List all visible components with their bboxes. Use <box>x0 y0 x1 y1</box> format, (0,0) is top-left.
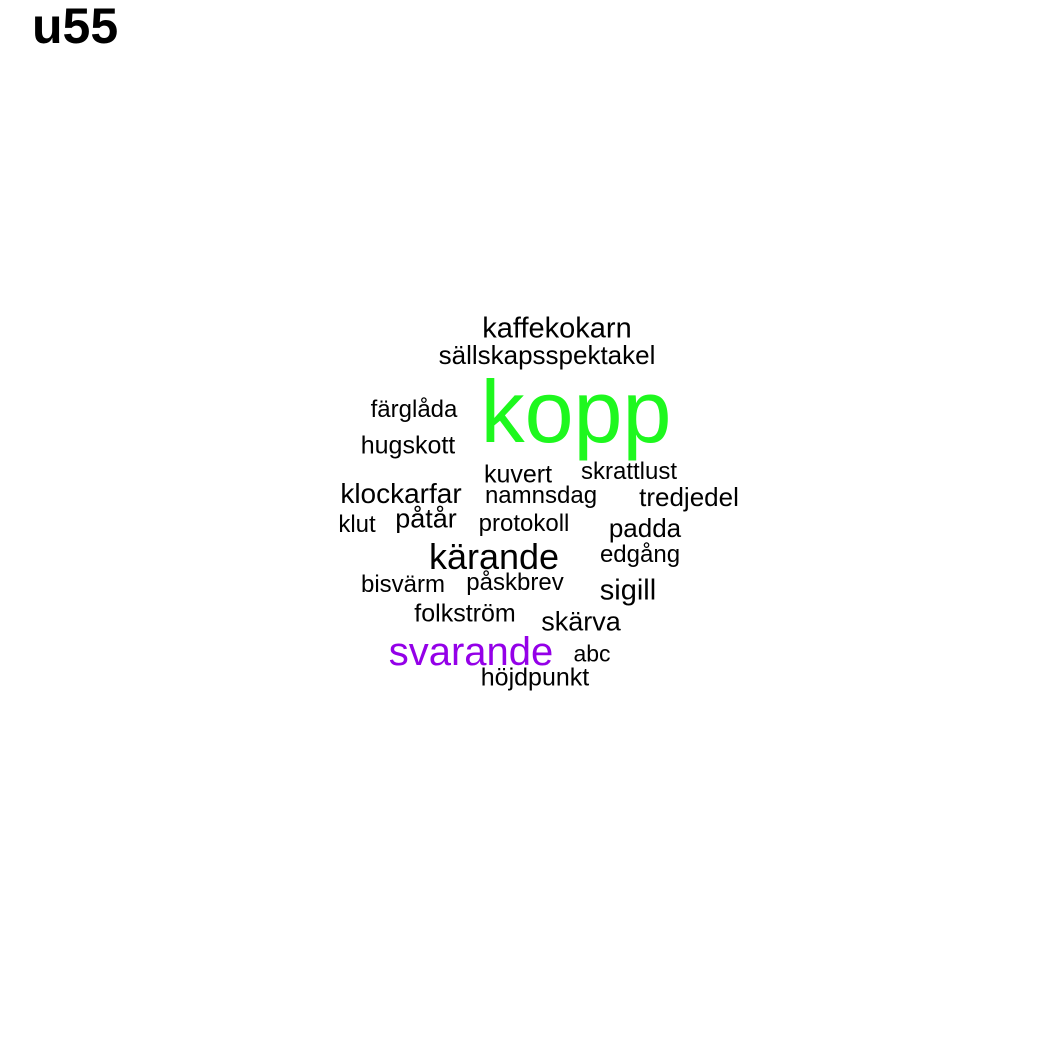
word-14: protokoll <box>478 510 570 537</box>
word-20: folkström <box>414 599 516 628</box>
word-10: namnsdag <box>484 482 598 509</box>
word-7: kuvert <box>483 460 553 489</box>
word-21: skärva <box>541 606 621 637</box>
word-15: padda <box>608 513 682 543</box>
word-1: svarande <box>388 630 554 674</box>
word-18: påskbrev <box>466 569 564 596</box>
word-13: påtår <box>395 503 457 534</box>
word-23: höjdpunkt <box>480 663 590 692</box>
word-22: abc <box>573 640 611 667</box>
word-5: färglåda <box>370 396 458 423</box>
page-title: u55 <box>32 0 119 54</box>
word-4: sällskapsspektakel <box>438 340 656 370</box>
word-2: kärande <box>428 536 560 577</box>
word-3: kaffekokarn <box>482 312 632 345</box>
word-16: edgång <box>599 541 681 568</box>
word-8: skrattlust <box>580 458 678 485</box>
word-9: klockarfar <box>340 478 462 509</box>
word-17: bisvärm <box>360 571 446 598</box>
word-6: hugskott <box>360 431 456 460</box>
word-12: klut <box>338 511 376 538</box>
word-0: kopp <box>480 362 672 461</box>
word-11: tredjedel <box>639 482 739 512</box>
word-19: sigill <box>599 574 657 607</box>
